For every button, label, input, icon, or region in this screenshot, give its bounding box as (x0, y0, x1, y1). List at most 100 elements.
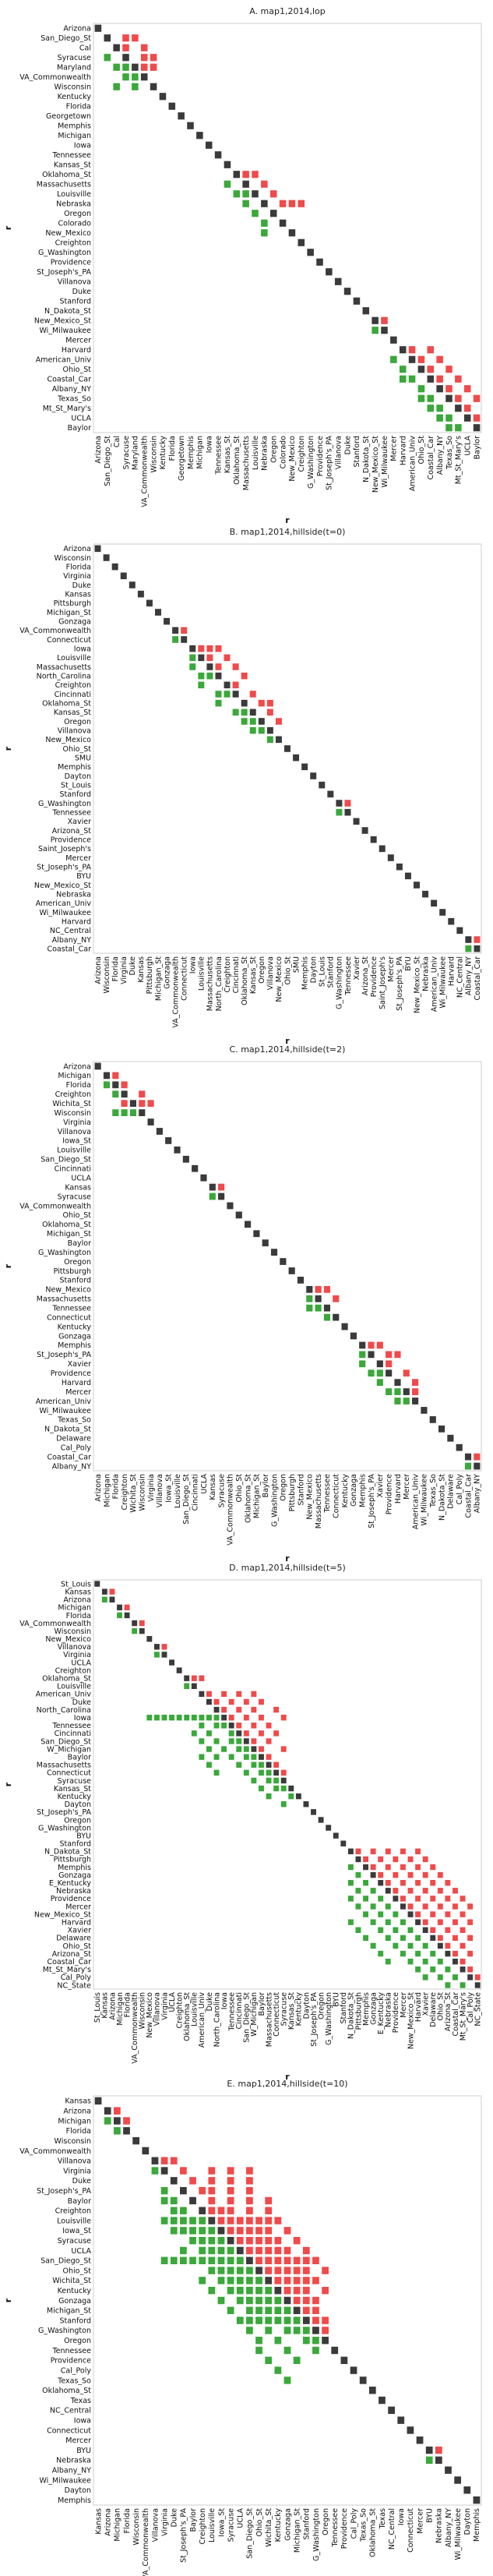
upper-cell (302, 2256, 310, 2264)
diagonal-cell (224, 161, 231, 168)
upper-cell (266, 708, 273, 716)
upper-cell (473, 394, 481, 402)
diagonal-cell (279, 219, 287, 227)
lower-cell (355, 1888, 361, 1894)
upper-cell (407, 1856, 414, 1863)
y-tick-label: E_Kentucky (49, 1879, 92, 1888)
diagonal-cell (184, 1675, 190, 1681)
lower-cell (378, 1911, 384, 1917)
x-tick-label: Baylor (258, 1992, 266, 2016)
x-tick-label: St_Louis (93, 1992, 102, 2023)
upper-cell (293, 2277, 301, 2284)
y-tick-label: VA_Commonwealth (19, 73, 91, 82)
y-tick-label: St_Joseph's_PA (37, 2187, 91, 2196)
diagonal-cell (315, 1295, 322, 1302)
lower-cell (359, 1351, 366, 1359)
y-tick-label: Florida (66, 563, 91, 571)
upper-cell (322, 2316, 329, 2324)
y-tick-label: Virginia (63, 1651, 91, 1659)
upper-cell (265, 2267, 273, 2274)
diagonal-cell (104, 2107, 111, 2115)
diagonal-cell (94, 2097, 102, 2105)
y-tick-label: Oklahoma_St (42, 699, 91, 708)
lower-cell (169, 1714, 175, 1721)
diagonal-cell (103, 1072, 111, 1080)
lower-cell (232, 708, 239, 716)
diagonal-cell (412, 1398, 419, 1405)
lower-cell (386, 1388, 393, 1395)
x-tick-label: Villanova (151, 2508, 160, 2542)
upper-cell (393, 1871, 399, 1878)
diagonal-cell (331, 2346, 339, 2355)
y-tick-label: Creighton (55, 2207, 91, 2216)
lower-cell (206, 1746, 212, 1752)
lower-cell (399, 375, 407, 383)
lower-cell (430, 1966, 436, 1973)
upper-cell (312, 2296, 319, 2305)
diagonal-cell (94, 24, 102, 32)
upper-cell (302, 2267, 310, 2274)
lower-cell (101, 1596, 107, 1602)
y-tick-label: Oklahoma_St (42, 2387, 91, 2395)
x-tick-label: UCLA (464, 436, 473, 456)
x-tick-label: Albany_NY (465, 956, 474, 995)
lower-cell (199, 1714, 205, 1721)
diagonal-cell (302, 2316, 310, 2324)
x-tick-label: American_Univ (430, 956, 438, 1012)
y-tick-label: Colorado (58, 220, 92, 228)
diagonal-cell (288, 1785, 294, 1792)
x-tick-label: Gonzaga (163, 956, 171, 989)
x-tick-label: Virginia (160, 1992, 169, 2020)
y-tick-label: Ohio_St (63, 2267, 92, 2275)
lower-cell (464, 1462, 472, 1470)
diagonal-cell (311, 1809, 316, 1815)
y-tick-label: Wichita_St (52, 1100, 91, 1108)
lower-cell (246, 2327, 253, 2334)
diagonal-cell (224, 681, 231, 689)
lower-cell (363, 1896, 369, 1902)
y-tick-label: Duke (72, 1698, 91, 1707)
y-tick-label: Kansas (65, 2097, 91, 2106)
y-tick-label: American_Univ (36, 1398, 92, 1406)
lower-cell (236, 2277, 244, 2284)
diagonal-cell (244, 1221, 252, 1228)
upper-cell (415, 1864, 421, 1871)
upper-cell (437, 1903, 443, 1910)
diagonal-cell (403, 1388, 410, 1395)
diagonal-cell (147, 1118, 154, 1125)
lower-cell (274, 2316, 282, 2324)
x-tick-label: Xavier (421, 1992, 430, 2016)
x-tick-label: Duke (171, 2508, 179, 2527)
y-tick-label: N_Dakota_St (44, 307, 91, 316)
x-tick-label: Gonzaga (369, 1992, 378, 2025)
upper-cell (206, 654, 213, 662)
lower-cell (208, 2236, 216, 2245)
upper-cell (445, 1896, 451, 1902)
y-tick-label: Pittsburgh (54, 599, 91, 608)
diagonal-cell (416, 2436, 424, 2444)
lower-cell (236, 2316, 244, 2324)
diagonal-cell (280, 1777, 287, 1784)
lower-cell (146, 1714, 153, 1721)
lower-cell (227, 2277, 234, 2284)
y-tick-label: Ohio_St (63, 1942, 92, 1951)
y-tick-label: G_Washington (38, 1824, 91, 1832)
diagonal-cell (170, 2177, 178, 2185)
upper-cell (422, 1888, 428, 1894)
lower-cell (209, 1193, 216, 1200)
lower-cell (199, 1723, 205, 1729)
diagonal-cell (322, 2337, 329, 2345)
diagonal-cell (94, 1581, 100, 1587)
lower-cell (255, 2306, 262, 2315)
diagonal-cell (132, 2136, 140, 2145)
upper-cell (412, 1388, 419, 1395)
diagonal-cell (454, 2476, 462, 2484)
y-tick-label: VA_Commonwealth (19, 627, 91, 635)
y-tick-label: Tennessee (51, 2347, 91, 2355)
x-tick-label: Kentucky (341, 1474, 350, 1508)
x-tick-label: Arizona_St (361, 956, 370, 995)
upper-cell (415, 1879, 421, 1886)
upper-cell (474, 1974, 481, 1981)
diagonal-cell (307, 249, 314, 256)
upper-cell (208, 2207, 216, 2214)
